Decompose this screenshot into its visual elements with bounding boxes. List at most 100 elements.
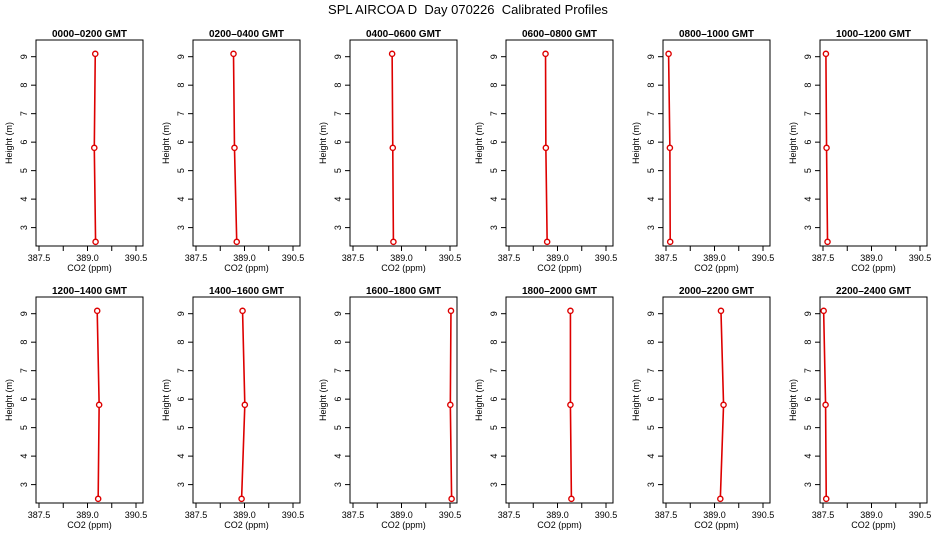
panel-title: 0600–0800 GMT	[522, 29, 597, 40]
panel-title: 0400–0600 GMT	[366, 29, 441, 40]
plot-frame	[662, 296, 771, 504]
x-tick-label: 387.5	[185, 510, 208, 520]
y-tick-label: 8	[19, 83, 29, 88]
y-tick-label: 5	[176, 425, 186, 430]
x-tick-label: 389.0	[703, 253, 726, 263]
y-tick-label: 5	[19, 425, 29, 430]
profile-point	[823, 144, 830, 152]
y-tick-label: 3	[333, 225, 343, 230]
y-tick-label: 9	[19, 54, 29, 59]
x-tick-label: 389.0	[860, 253, 883, 263]
y-tick-label: 8	[489, 340, 499, 345]
y-axis-label: Height (m)	[474, 122, 484, 164]
y-tick-label: 5	[646, 425, 656, 430]
y-tick-label: 4	[19, 197, 29, 202]
x-tick-label: 389.0	[233, 253, 256, 263]
y-tick-label: 3	[19, 225, 29, 230]
y-tick-label: 7	[489, 368, 499, 373]
y-tick-label: 6	[646, 140, 656, 145]
x-tick-label: 389.0	[390, 510, 413, 520]
y-tick-label: 5	[19, 168, 29, 173]
y-tick-label: 3	[646, 225, 656, 230]
x-tick-label: 387.5	[655, 253, 678, 263]
x-axis-label: CO2 (ppm)	[224, 520, 269, 530]
profile-point	[543, 238, 551, 246]
panel-title: 2200–2400 GMT	[836, 286, 911, 297]
x-tick-label: 387.5	[812, 253, 835, 263]
panel-title: 1000–1200 GMT	[836, 29, 911, 40]
y-tick-label: 3	[489, 482, 499, 487]
y-tick-label: 9	[489, 54, 499, 59]
y-tick-label: 7	[803, 368, 813, 373]
x-tick-label: 390.5	[125, 510, 148, 520]
x-tick-label: 387.5	[185, 253, 208, 263]
y-tick-label: 4	[646, 197, 656, 202]
y-tick-label: 9	[333, 54, 343, 59]
profile-point	[239, 307, 246, 315]
plot-frame	[349, 296, 458, 504]
profile-point	[822, 401, 829, 409]
profile-point	[665, 50, 672, 58]
y-tick-label: 6	[19, 397, 29, 402]
profile-point	[666, 144, 674, 152]
plot-frame	[349, 39, 458, 247]
y-tick-label: 4	[19, 454, 29, 459]
profile-point	[822, 50, 830, 58]
profile-point	[390, 238, 397, 246]
x-tick-label: 387.5	[342, 510, 365, 520]
profile-panel: 1200–1400 GMT 387.5 389.0 390.5 CO2 (ppm) 3 4 5…	[4, 286, 147, 530]
y-axis-label: Height (m)	[4, 122, 14, 164]
x-tick-label: 390.5	[282, 253, 305, 263]
profile-panel: 1400–1600 GMT 387.5 389.0 390.5 CO2 (ppm) 3 4 5…	[161, 286, 304, 530]
x-axis-label: CO2 (ppm)	[224, 263, 269, 273]
y-tick-label: 7	[333, 111, 343, 116]
x-tick-label: 390.5	[125, 253, 148, 263]
x-tick-label: 389.0	[546, 253, 569, 263]
y-tick-label: 6	[176, 140, 186, 145]
plot-frame	[192, 39, 301, 247]
x-tick-label: 389.0	[76, 510, 99, 520]
profile-panel: 0600–0800 GMT 387.5 389.0 390.5 CO2 (ppm) 3 4 5…	[474, 29, 617, 273]
profile-point	[238, 495, 245, 503]
y-tick-label: 7	[646, 111, 656, 116]
y-tick-label: 7	[646, 368, 656, 373]
profile-point	[389, 144, 397, 152]
y-tick-label: 4	[333, 197, 343, 202]
x-axis-label: CO2 (ppm)	[851, 263, 896, 273]
y-axis-label: Height (m)	[161, 379, 171, 421]
y-tick-label: 4	[333, 454, 343, 459]
profile-point	[824, 238, 831, 246]
plot-frame	[35, 296, 144, 504]
y-tick-label: 5	[489, 425, 499, 430]
profile-point	[231, 144, 238, 152]
profile-panel: 1600–1800 GMT 387.5 389.0 390.5 CO2 (ppm) 3 4 5…	[318, 286, 461, 530]
y-tick-label: 5	[333, 425, 343, 430]
profile-point	[233, 238, 241, 246]
y-tick-label: 9	[803, 54, 813, 59]
plot-frame	[505, 39, 614, 247]
profile-point	[90, 144, 98, 152]
y-tick-label: 7	[489, 111, 499, 116]
profile-point	[568, 495, 575, 503]
y-tick-label: 7	[19, 111, 29, 116]
y-tick-label: 7	[803, 111, 813, 116]
x-tick-label: 387.5	[342, 253, 365, 263]
plot-frame	[819, 296, 928, 504]
x-axis-label: CO2 (ppm)	[381, 263, 426, 273]
plot-frame	[662, 39, 771, 247]
x-tick-label: 390.5	[282, 510, 305, 520]
panel-title: 0200–0400 GMT	[209, 29, 284, 40]
x-axis-label: CO2 (ppm)	[67, 520, 112, 530]
profile-point	[447, 401, 454, 409]
profile-panel: 1000–1200 GMT 387.5 389.0 390.5 CO2 (ppm) 3 4 5…	[788, 29, 931, 273]
y-axis-label: Height (m)	[788, 122, 798, 164]
profile-point	[448, 495, 455, 503]
profile-point	[542, 144, 550, 152]
y-tick-label: 5	[176, 168, 186, 173]
profile-panel: 2200–2400 GMT 387.5 389.0 390.5 CO2 (ppm) 3 4 5…	[788, 286, 931, 530]
y-tick-label: 8	[803, 83, 813, 88]
profile-point	[666, 238, 674, 246]
x-tick-label: 389.0	[390, 253, 413, 263]
x-axis-label: CO2 (ppm)	[694, 520, 739, 530]
y-tick-label: 6	[803, 397, 813, 402]
